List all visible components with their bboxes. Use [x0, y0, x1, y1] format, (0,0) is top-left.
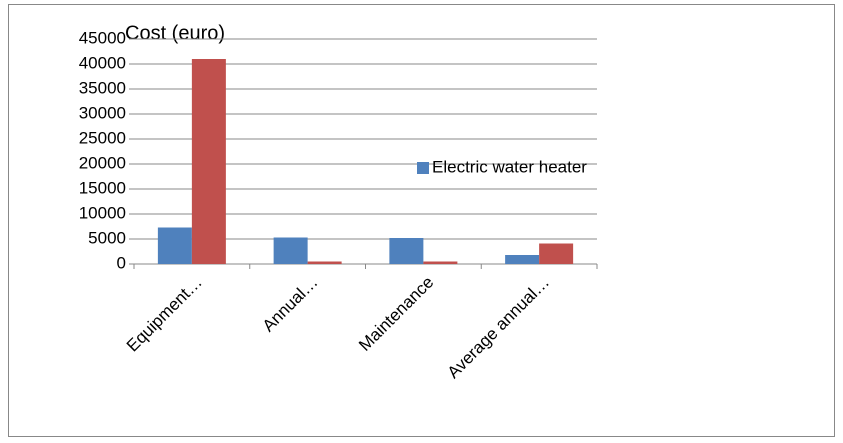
bar [307, 261, 342, 264]
bar [423, 261, 458, 264]
y-tick-label: 5000 [88, 228, 126, 247]
chart-title: Cost (euro) [125, 22, 225, 44]
y-tick-label: 40000 [79, 53, 126, 72]
y-tick-label: 15000 [79, 178, 126, 197]
bar [505, 255, 540, 264]
y-tick-label: 10000 [79, 203, 126, 222]
y-tick-label: 30000 [79, 103, 126, 122]
chart-border [8, 4, 835, 437]
legend-swatch [417, 162, 429, 174]
y-tick-label: 20000 [79, 153, 126, 172]
y-tick-label: 25000 [79, 128, 126, 147]
y-tick-label: 0 [117, 253, 126, 272]
bar [539, 243, 574, 264]
bar [191, 59, 226, 264]
y-tick-label: 45000 [79, 28, 126, 47]
bar [273, 237, 308, 264]
bar [157, 227, 192, 264]
legend-label: Electric water heater [432, 157, 587, 176]
bar [389, 238, 424, 264]
y-tick-label: 35000 [79, 78, 126, 97]
